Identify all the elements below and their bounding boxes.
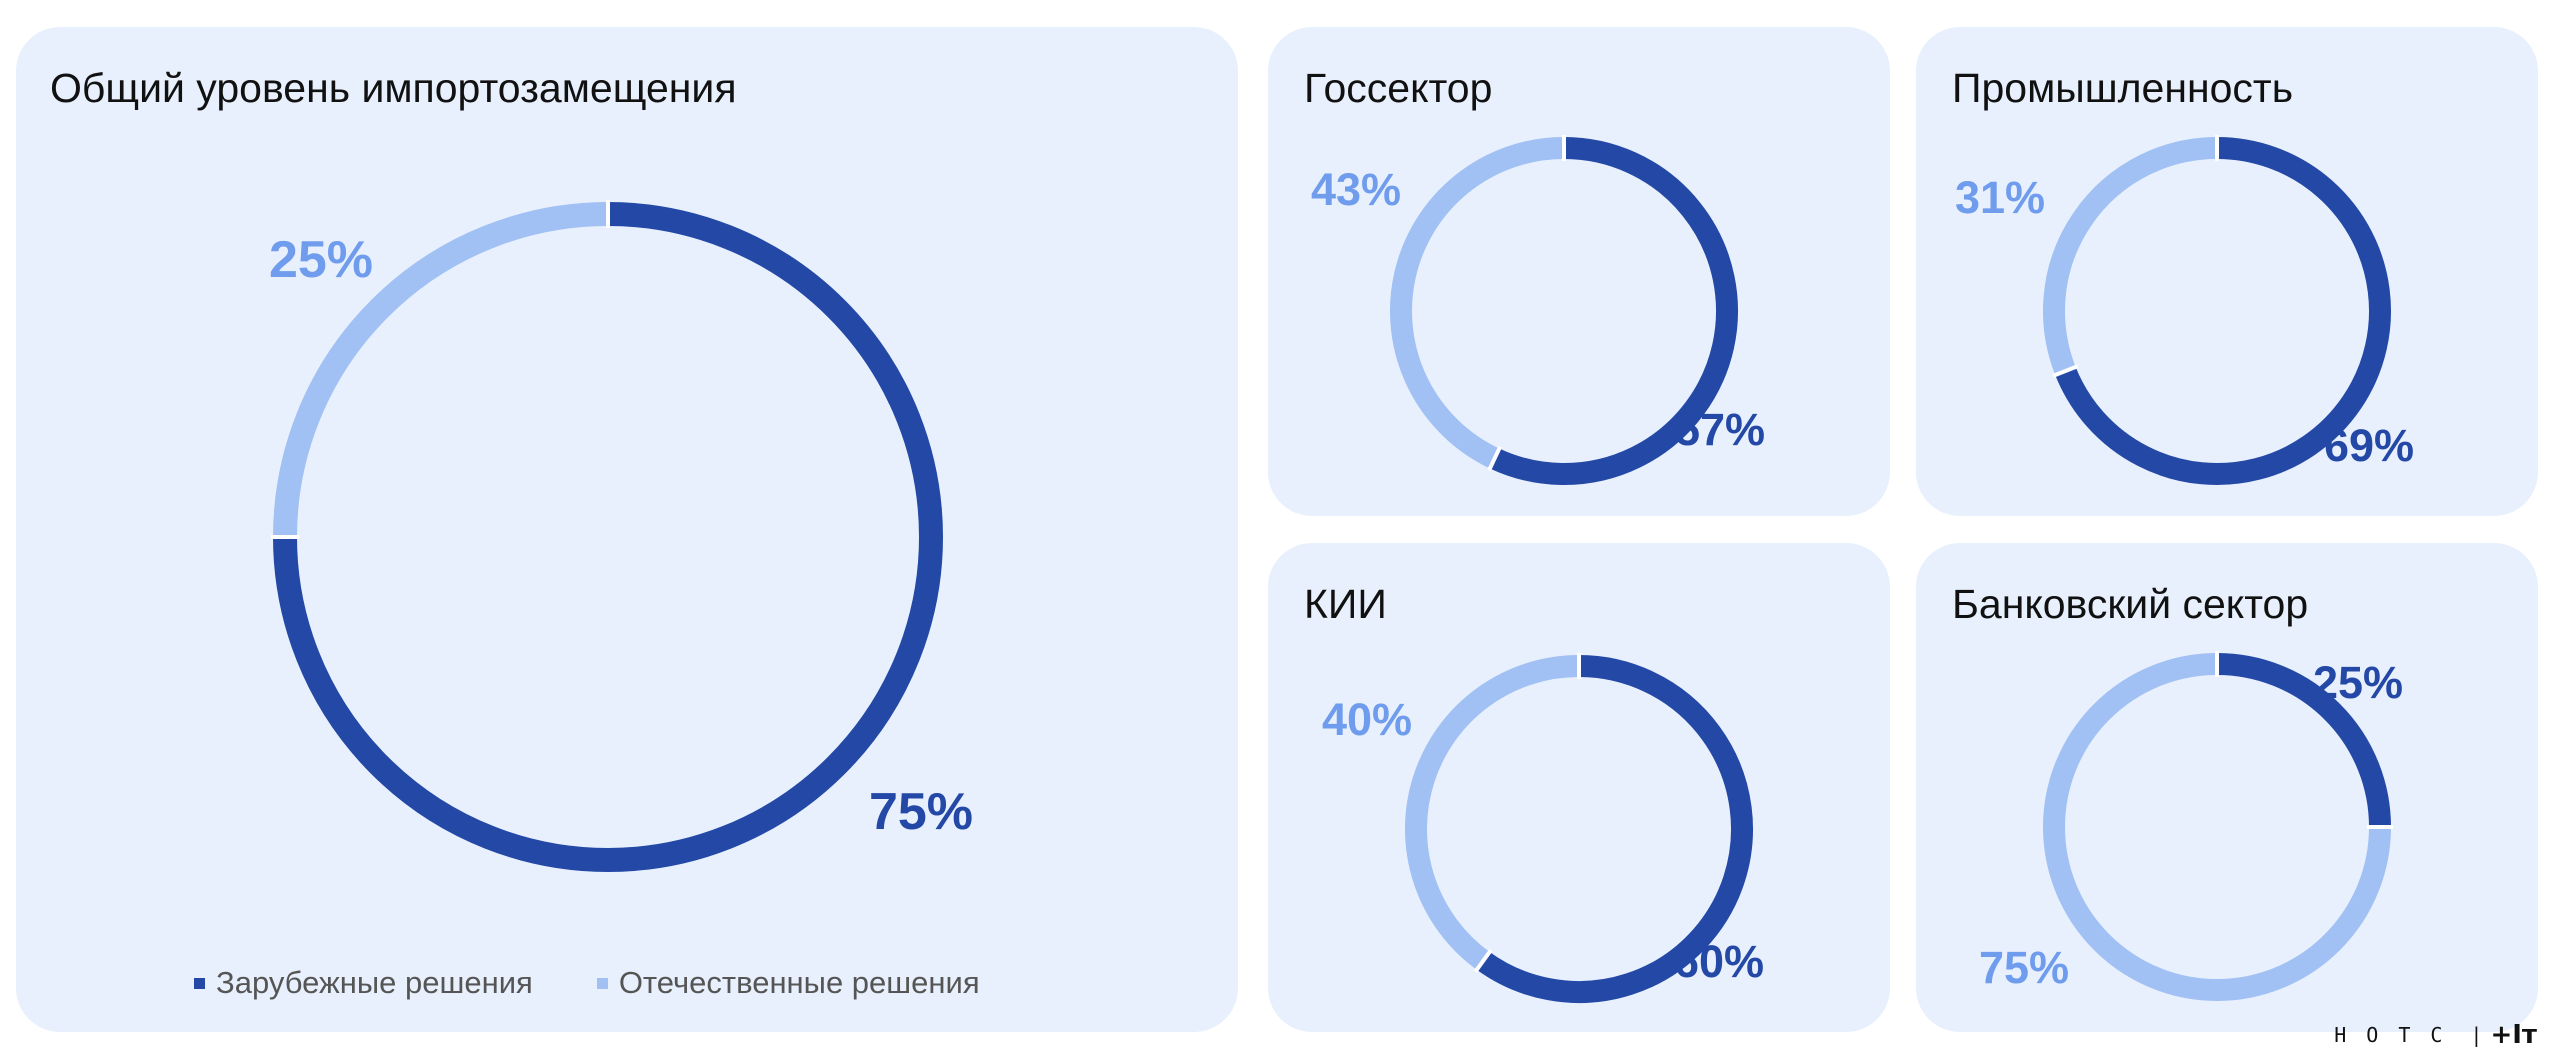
donut-segment-domestic: [273, 202, 609, 538]
legend-marker-domestic: [596, 977, 608, 989]
donut-segment-separator: [2052, 364, 2079, 378]
data-label-foreign: 57%: [1675, 404, 1765, 455]
legend-item-foreign: Зарубежные решения: [194, 965, 533, 1001]
donut-segment-domestic: [1390, 137, 1565, 469]
cii-chart-card: КИИ 60% 40%: [1268, 543, 1890, 1032]
donut-segment-foreign: [2055, 137, 2391, 485]
donut-segment-foreign: [2216, 653, 2391, 828]
industry-chart-title: Промышленность: [1952, 65, 2294, 111]
industry-chart-card: Промышленность 69% 31%: [1916, 27, 2538, 516]
donut-segment-domestic: [1405, 655, 1580, 970]
banking-chart-title: Банковский сектор: [1952, 581, 2309, 627]
legend-item-domestic: Отечественные решения: [596, 965, 980, 1001]
data-label-domestic: 31%: [1955, 172, 2045, 223]
industry-donut-chart: 69% 31%: [1955, 135, 2414, 485]
legend-marker-foreign: [194, 977, 205, 989]
legend-label-foreign: Зарубежные решения: [216, 965, 533, 1000]
data-label-foreign: 75%: [869, 783, 973, 841]
footer-mark: +Iт: [2490, 1020, 2537, 1050]
gov-sector-chart-title: Госсектор: [1304, 65, 1493, 111]
data-label-foreign: 60%: [1674, 936, 1764, 987]
banking-donut-chart: 25% 75%: [1979, 651, 2403, 1001]
data-label-domestic: 25%: [269, 231, 373, 289]
cii-chart-title: КИИ: [1304, 581, 1387, 627]
data-label-domestic: 43%: [1311, 164, 1401, 215]
donut-segment-foreign: [273, 202, 943, 872]
footer-brand: НОТС: [2334, 1023, 2463, 1047]
gov-sector-donut-chart: 57% 43%: [1311, 135, 1765, 485]
banking-chart-card: Банковский сектор 25% 75%: [1916, 543, 2538, 1032]
data-label-foreign: 69%: [2324, 420, 2414, 471]
donut-segment-separator: [1487, 445, 1502, 472]
data-label-domestic: 40%: [1322, 694, 1412, 745]
overall-chart-card: Общий уровень импортозамещения 75% 25% За…: [16, 27, 1238, 1032]
footer-separator: |: [2470, 1023, 2483, 1047]
donut-segment-foreign: [1476, 655, 1753, 1003]
donut-segment-domestic: [2043, 653, 2391, 1001]
overall-donut-chart: 75% 25%: [269, 200, 973, 872]
data-label-foreign: 25%: [2313, 657, 2403, 708]
donut-segment-domestic: [2043, 137, 2218, 376]
data-label-domestic: 75%: [1979, 942, 2069, 993]
cii-donut-chart: 60% 40%: [1322, 653, 1764, 1003]
donut-segment-separator: [1473, 949, 1493, 973]
footer-logo: НОТС | +Iт: [2334, 1020, 2537, 1050]
donut-segment-foreign: [1489, 137, 1738, 485]
chart-legend: Зарубежные решения Отечественные решения: [194, 965, 1044, 1001]
overall-chart-title: Общий уровень импортозамещения: [50, 65, 737, 111]
gov-sector-chart-card: Госсектор 57% 43%: [1268, 27, 1890, 516]
legend-label-domestic: Отечественные решения: [618, 965, 980, 1000]
